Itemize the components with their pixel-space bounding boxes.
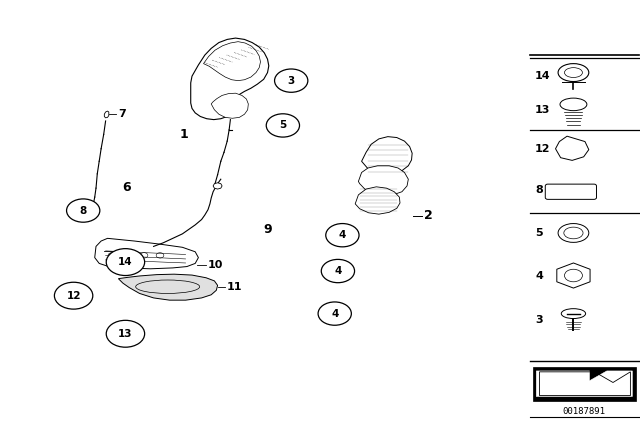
Text: 14: 14	[118, 257, 132, 267]
Text: 12: 12	[535, 144, 550, 154]
Text: 13: 13	[535, 105, 550, 115]
Text: 2: 2	[424, 209, 433, 223]
Circle shape	[67, 199, 100, 222]
Polygon shape	[557, 263, 590, 288]
Polygon shape	[204, 42, 260, 81]
Circle shape	[275, 69, 308, 92]
Text: 5: 5	[279, 121, 287, 130]
Text: 11: 11	[227, 282, 242, 292]
Polygon shape	[358, 166, 408, 196]
Circle shape	[326, 224, 359, 247]
Circle shape	[321, 259, 355, 283]
Circle shape	[266, 114, 300, 137]
Text: 4: 4	[334, 266, 342, 276]
Text: 5: 5	[535, 228, 543, 238]
FancyBboxPatch shape	[533, 367, 636, 401]
Text: 4: 4	[535, 271, 543, 280]
Text: 8: 8	[79, 206, 87, 215]
Polygon shape	[104, 111, 109, 118]
Text: 8: 8	[535, 185, 543, 195]
Text: 3: 3	[287, 76, 295, 86]
Polygon shape	[118, 274, 218, 300]
Text: 10: 10	[207, 260, 223, 270]
Polygon shape	[556, 136, 589, 160]
Polygon shape	[211, 93, 248, 118]
Text: 00187891: 00187891	[563, 407, 606, 416]
Circle shape	[106, 249, 145, 276]
Text: 4: 4	[339, 230, 346, 240]
Polygon shape	[362, 137, 412, 174]
Polygon shape	[536, 371, 632, 396]
Text: 4: 4	[331, 309, 339, 319]
Circle shape	[106, 320, 145, 347]
Text: 14: 14	[535, 71, 550, 81]
FancyBboxPatch shape	[545, 184, 596, 199]
Text: 12: 12	[67, 291, 81, 301]
Polygon shape	[355, 187, 400, 214]
Text: 13: 13	[118, 329, 132, 339]
Polygon shape	[95, 238, 198, 269]
Polygon shape	[213, 183, 222, 189]
Text: 7: 7	[118, 109, 125, 119]
Circle shape	[54, 282, 93, 309]
Text: 9: 9	[263, 223, 272, 236]
Text: 6: 6	[122, 181, 131, 194]
Circle shape	[318, 302, 351, 325]
Polygon shape	[191, 38, 269, 120]
Text: 1: 1	[180, 128, 189, 141]
Text: 3: 3	[535, 315, 543, 325]
